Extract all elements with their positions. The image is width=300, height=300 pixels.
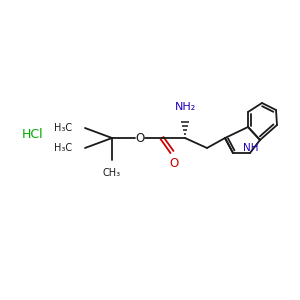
Text: O: O [169,157,178,170]
Text: NH₂: NH₂ [174,102,196,112]
Text: CH₃: CH₃ [103,168,121,178]
Text: O: O [135,131,145,145]
Text: H₃C: H₃C [54,143,72,153]
Text: HCl: HCl [22,128,44,142]
Text: H₃C: H₃C [54,123,72,133]
Text: NH: NH [243,143,259,153]
